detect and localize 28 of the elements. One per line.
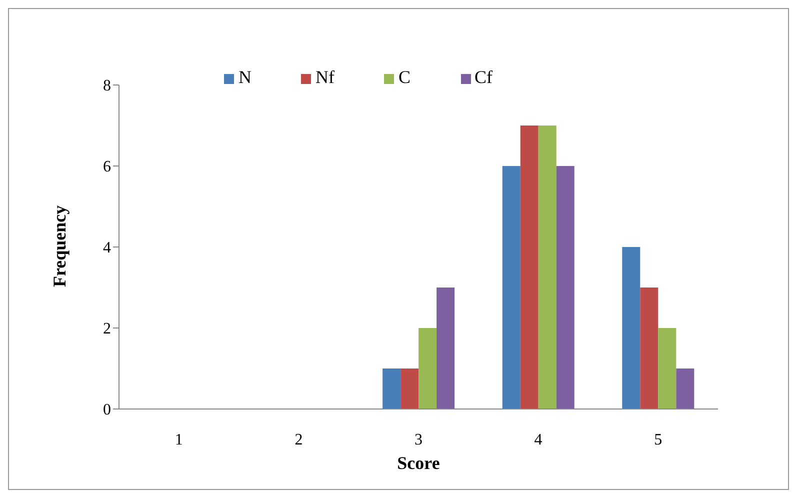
x-tick-label: 2: [294, 431, 303, 448]
bar: [502, 166, 520, 409]
legend-label: N: [238, 67, 252, 87]
legend-label: Nf: [315, 67, 334, 87]
bar: [400, 368, 419, 409]
bar: [640, 288, 658, 409]
x-tick-label: 3: [414, 431, 422, 448]
legend-label: C: [398, 67, 410, 87]
y-tick-label: 6: [103, 158, 111, 176]
x-tick-label: 5: [654, 431, 662, 448]
legend-label: Cf: [474, 67, 492, 87]
bar: [676, 368, 694, 409]
y-axis-title: Frequency: [49, 205, 70, 287]
bar: [538, 126, 556, 409]
bar: [382, 368, 401, 409]
bar: [622, 247, 640, 409]
bar: [556, 166, 574, 409]
y-tick-label: 0: [103, 402, 111, 419]
y-tick-label: 4: [103, 240, 111, 257]
x-axis-title: Score: [397, 453, 440, 473]
x-tick-label: 1: [174, 431, 183, 448]
bar: [520, 126, 538, 409]
y-tick-label: 8: [103, 78, 111, 95]
bar: [436, 288, 455, 409]
bar: [658, 328, 676, 409]
bar: [418, 328, 437, 409]
x-tick-label: 4: [534, 431, 542, 448]
y-tick-label: 2: [103, 320, 111, 338]
